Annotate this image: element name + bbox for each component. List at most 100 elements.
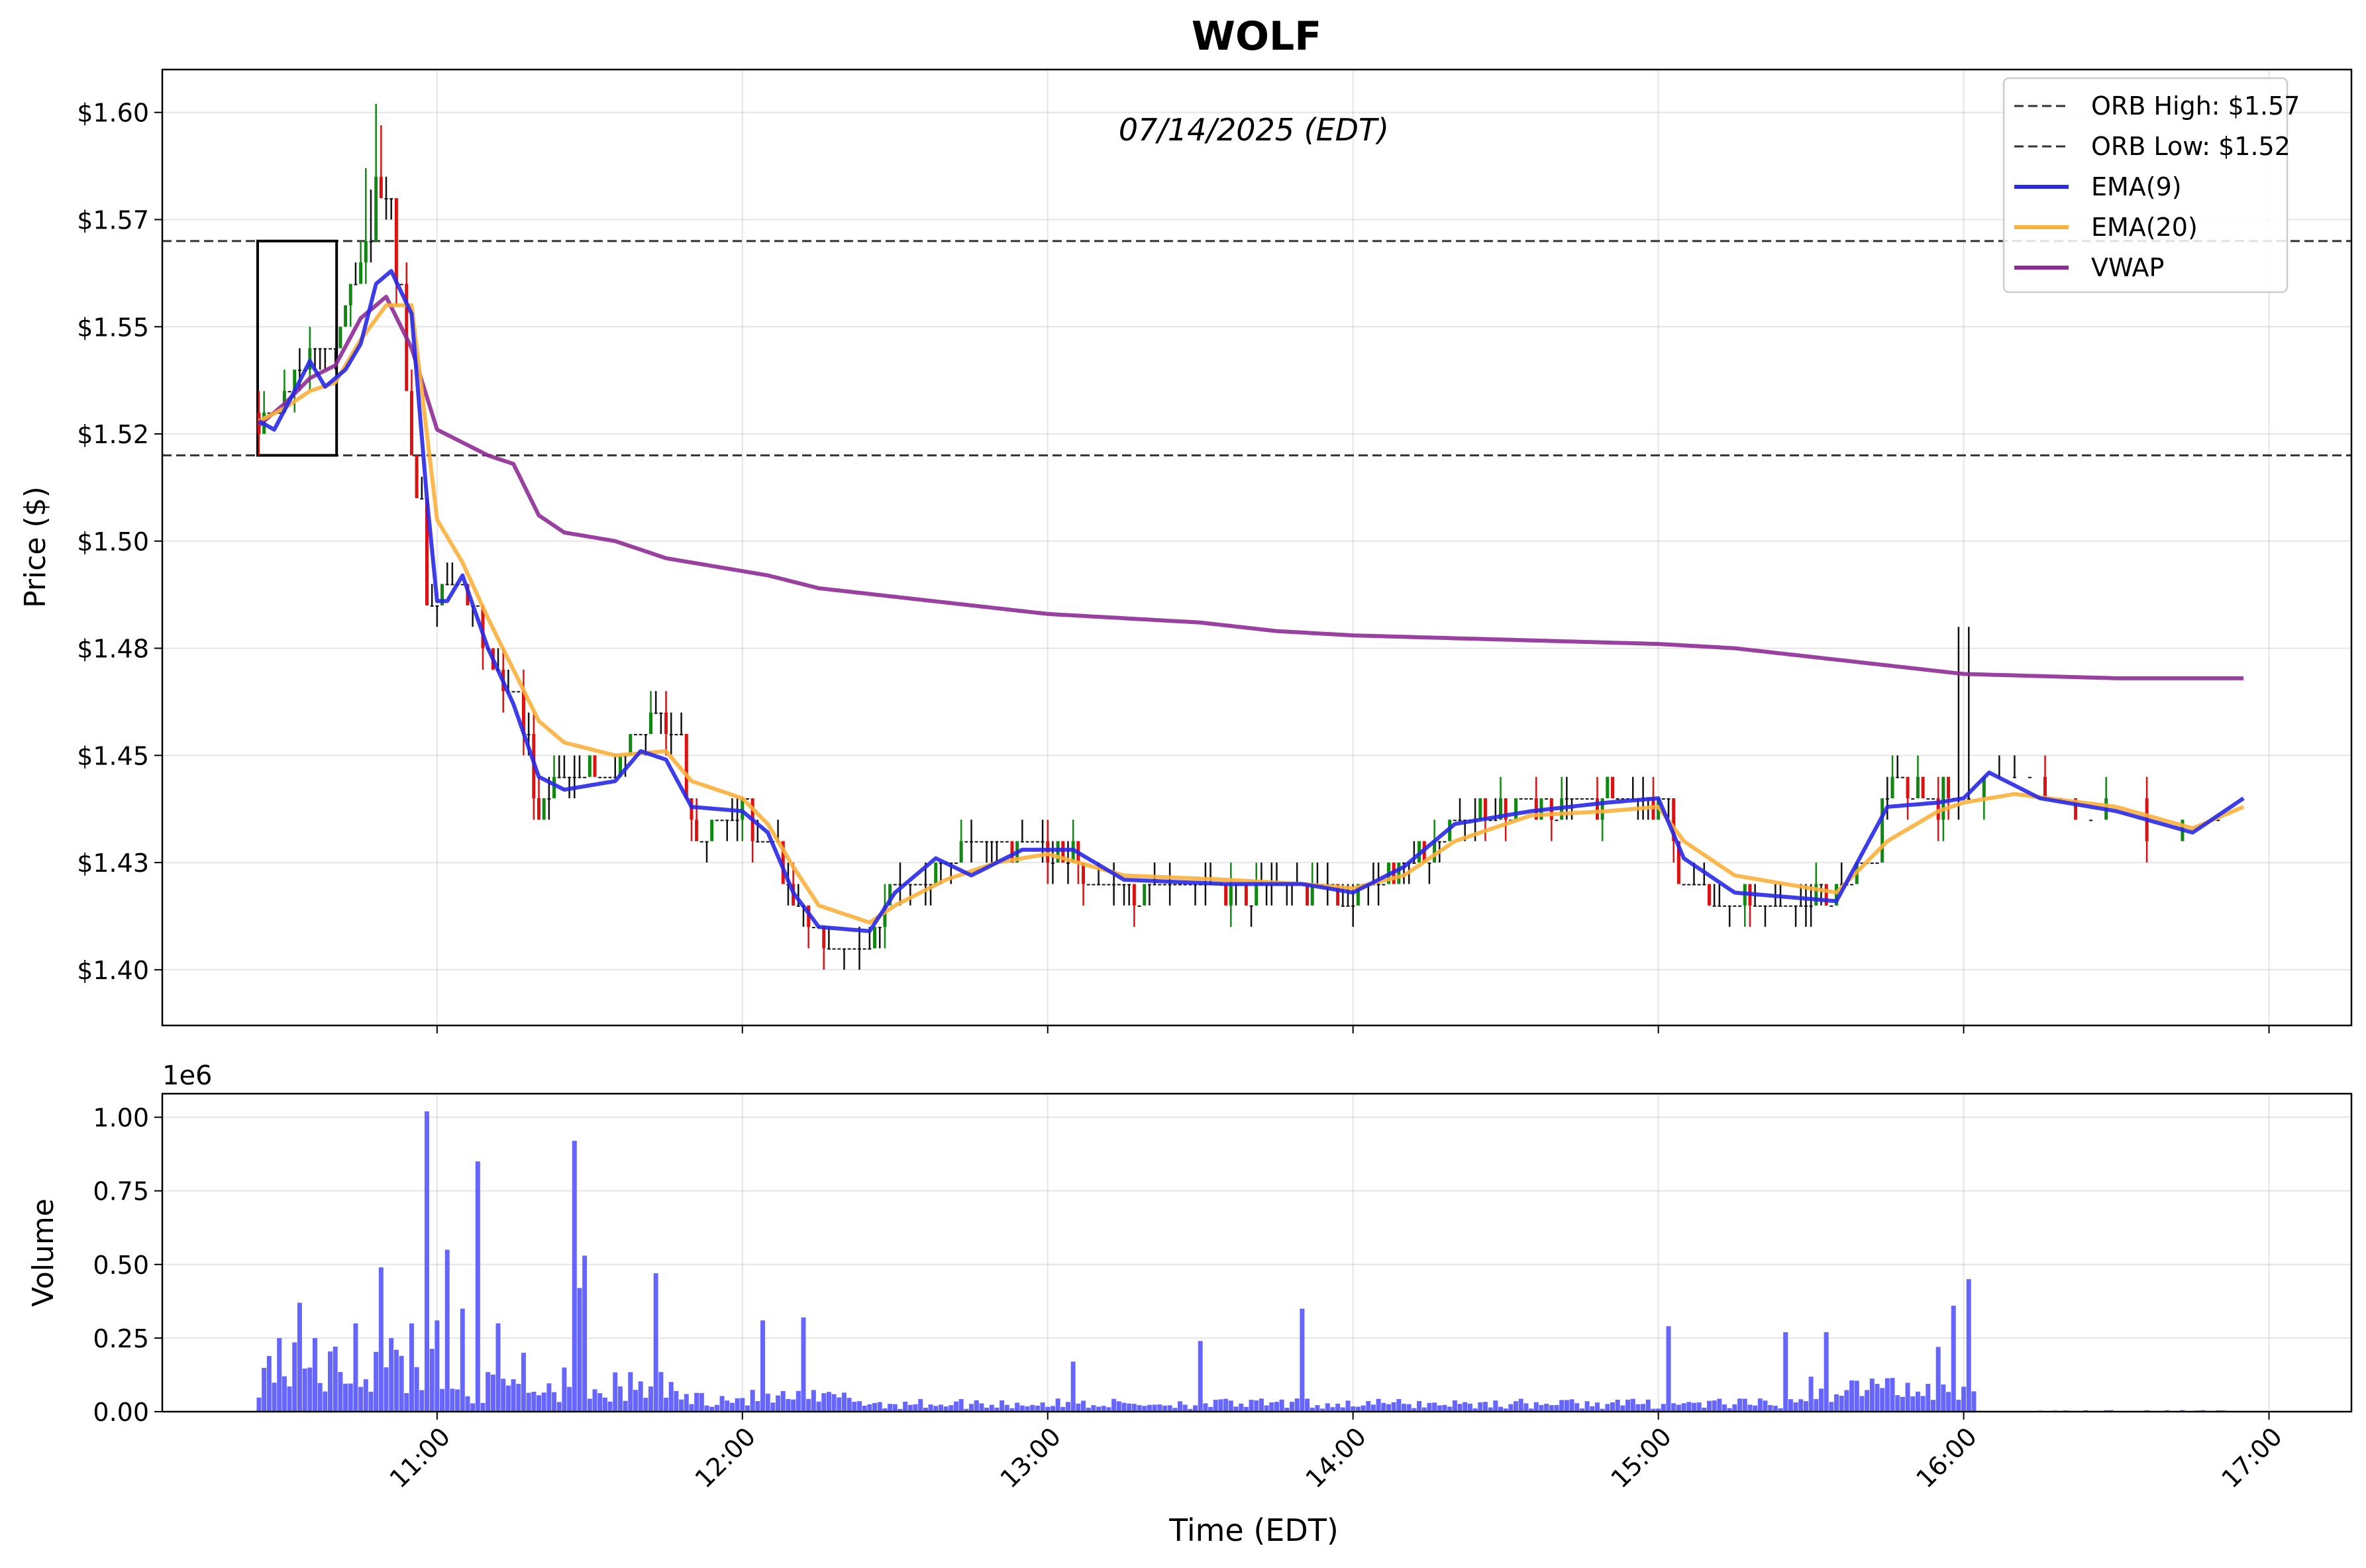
candle-body: [1890, 776, 1894, 799]
candle-body: [842, 948, 846, 950]
candle-body: [1427, 862, 1431, 864]
candle-body: [1346, 905, 1350, 907]
candle-body: [847, 948, 851, 950]
candle-body: [547, 798, 551, 800]
volume-bar: [933, 1406, 939, 1412]
volume-bar: [1452, 1400, 1457, 1412]
candle-body: [1824, 884, 1828, 906]
volume-bar: [679, 1399, 684, 1412]
volume-bar: [486, 1372, 491, 1412]
volume-bar: [664, 1397, 669, 1412]
volume-bar: [1106, 1407, 1111, 1412]
volume-bar: [1198, 1341, 1203, 1412]
volume-bar: [256, 1397, 262, 1412]
volume-bar: [338, 1372, 343, 1412]
candle-body: [1092, 884, 1096, 886]
volume-axis-label: Volume: [26, 1198, 60, 1307]
volume-bar: [1366, 1401, 1371, 1412]
volume-bar: [1249, 1400, 1254, 1412]
candle-body: [1143, 884, 1147, 906]
volume-bar: [1768, 1405, 1773, 1412]
volume-plot-area: [162, 1094, 2351, 1412]
volume-bar: [1594, 1402, 1600, 1412]
candle-body: [1433, 841, 1437, 863]
volume-bar: [277, 1337, 282, 1412]
volume-bar: [1615, 1399, 1620, 1412]
volume-bar: [1142, 1406, 1147, 1412]
volume-bar: [505, 1385, 511, 1412]
candle-body: [369, 240, 373, 242]
volume-bar: [1167, 1405, 1172, 1412]
volume-bar: [516, 1384, 521, 1412]
candle-body: [766, 841, 770, 843]
candle-body: [1667, 798, 1671, 800]
volume-bar: [460, 1308, 465, 1412]
volume-bar: [841, 1392, 847, 1412]
candle-body: [970, 841, 974, 843]
volume-bar: [984, 1407, 990, 1412]
candle-body: [1147, 884, 1151, 886]
candle-body: [593, 755, 597, 777]
volume-bar: [826, 1392, 831, 1412]
candle-body: [929, 884, 933, 886]
volume-bar: [353, 1323, 358, 1412]
candle-body: [460, 584, 464, 586]
volume-bar: [964, 1408, 969, 1412]
candle-body: [1183, 884, 1187, 886]
candle-body: [796, 905, 800, 907]
legend: ORB High: $1.57 ORB Low: $1.52 EMA(9) EMA(2…: [2002, 77, 2300, 293]
candle-body: [1255, 884, 1259, 906]
candle-body: [420, 498, 424, 500]
candle-body: [1606, 776, 1610, 799]
volume-bar: [958, 1399, 964, 1412]
volume-bar: [633, 1390, 638, 1412]
candle-body: [603, 776, 607, 778]
candle-body: [318, 348, 322, 350]
candle-body: [333, 348, 337, 350]
legend-label: VWAP: [2091, 253, 2164, 282]
volume-bar: [1605, 1404, 1610, 1412]
candle-body: [1702, 884, 1706, 886]
volume-bar: [801, 1317, 806, 1412]
volume-bar: [1004, 1404, 1009, 1412]
volume-bar: [1839, 1395, 1844, 1412]
volume-bar: [1345, 1400, 1351, 1412]
volume-bar: [450, 1388, 455, 1412]
candle-body: [1498, 798, 1502, 820]
volume-bar: [1869, 1379, 1875, 1412]
candle-body: [705, 841, 709, 843]
volume-bar: [1177, 1401, 1182, 1412]
volume-bar: [1554, 1404, 1559, 1412]
candle-body: [1010, 841, 1014, 863]
ema9-line: [258, 269, 2245, 933]
candle-body: [1005, 841, 1009, 843]
candle-body: [654, 712, 658, 714]
candle-body: [1712, 905, 1716, 907]
volume-bar: [1849, 1380, 1855, 1412]
candle-body: [1107, 884, 1111, 886]
volume-bar: [1269, 1402, 1274, 1412]
volume-bar: [302, 1368, 307, 1412]
volume-bar: [307, 1367, 313, 1412]
volume-panel: 0.000.250.500.751.00 11:00 12:00 13:00 14:0…: [26, 1061, 2353, 1548]
orb-lines: [162, 239, 2351, 457]
x-axis-label: Time (EDT): [1168, 1512, 1339, 1548]
volume-bar: [399, 1355, 404, 1412]
candle-body: [1784, 905, 1788, 907]
volume-bar: [1610, 1402, 1616, 1412]
candle-body: [1616, 798, 1620, 800]
candle-body: [1565, 798, 1569, 800]
candle-body: [1117, 884, 1121, 886]
candle-body: [1351, 905, 1355, 907]
candle-body: [1046, 841, 1050, 863]
candle-body: [1112, 884, 1116, 886]
candle-body: [2089, 819, 2093, 821]
candle-body: [1885, 798, 1889, 800]
volume-bar: [1457, 1404, 1463, 1412]
candle-body: [720, 819, 724, 821]
volume-bar: [266, 1355, 272, 1412]
candle-body: [430, 605, 434, 607]
volume-bar: [1315, 1405, 1320, 1412]
volume-bar: [1478, 1402, 1483, 1412]
price-y-tick-label: $1.43: [77, 849, 149, 878]
